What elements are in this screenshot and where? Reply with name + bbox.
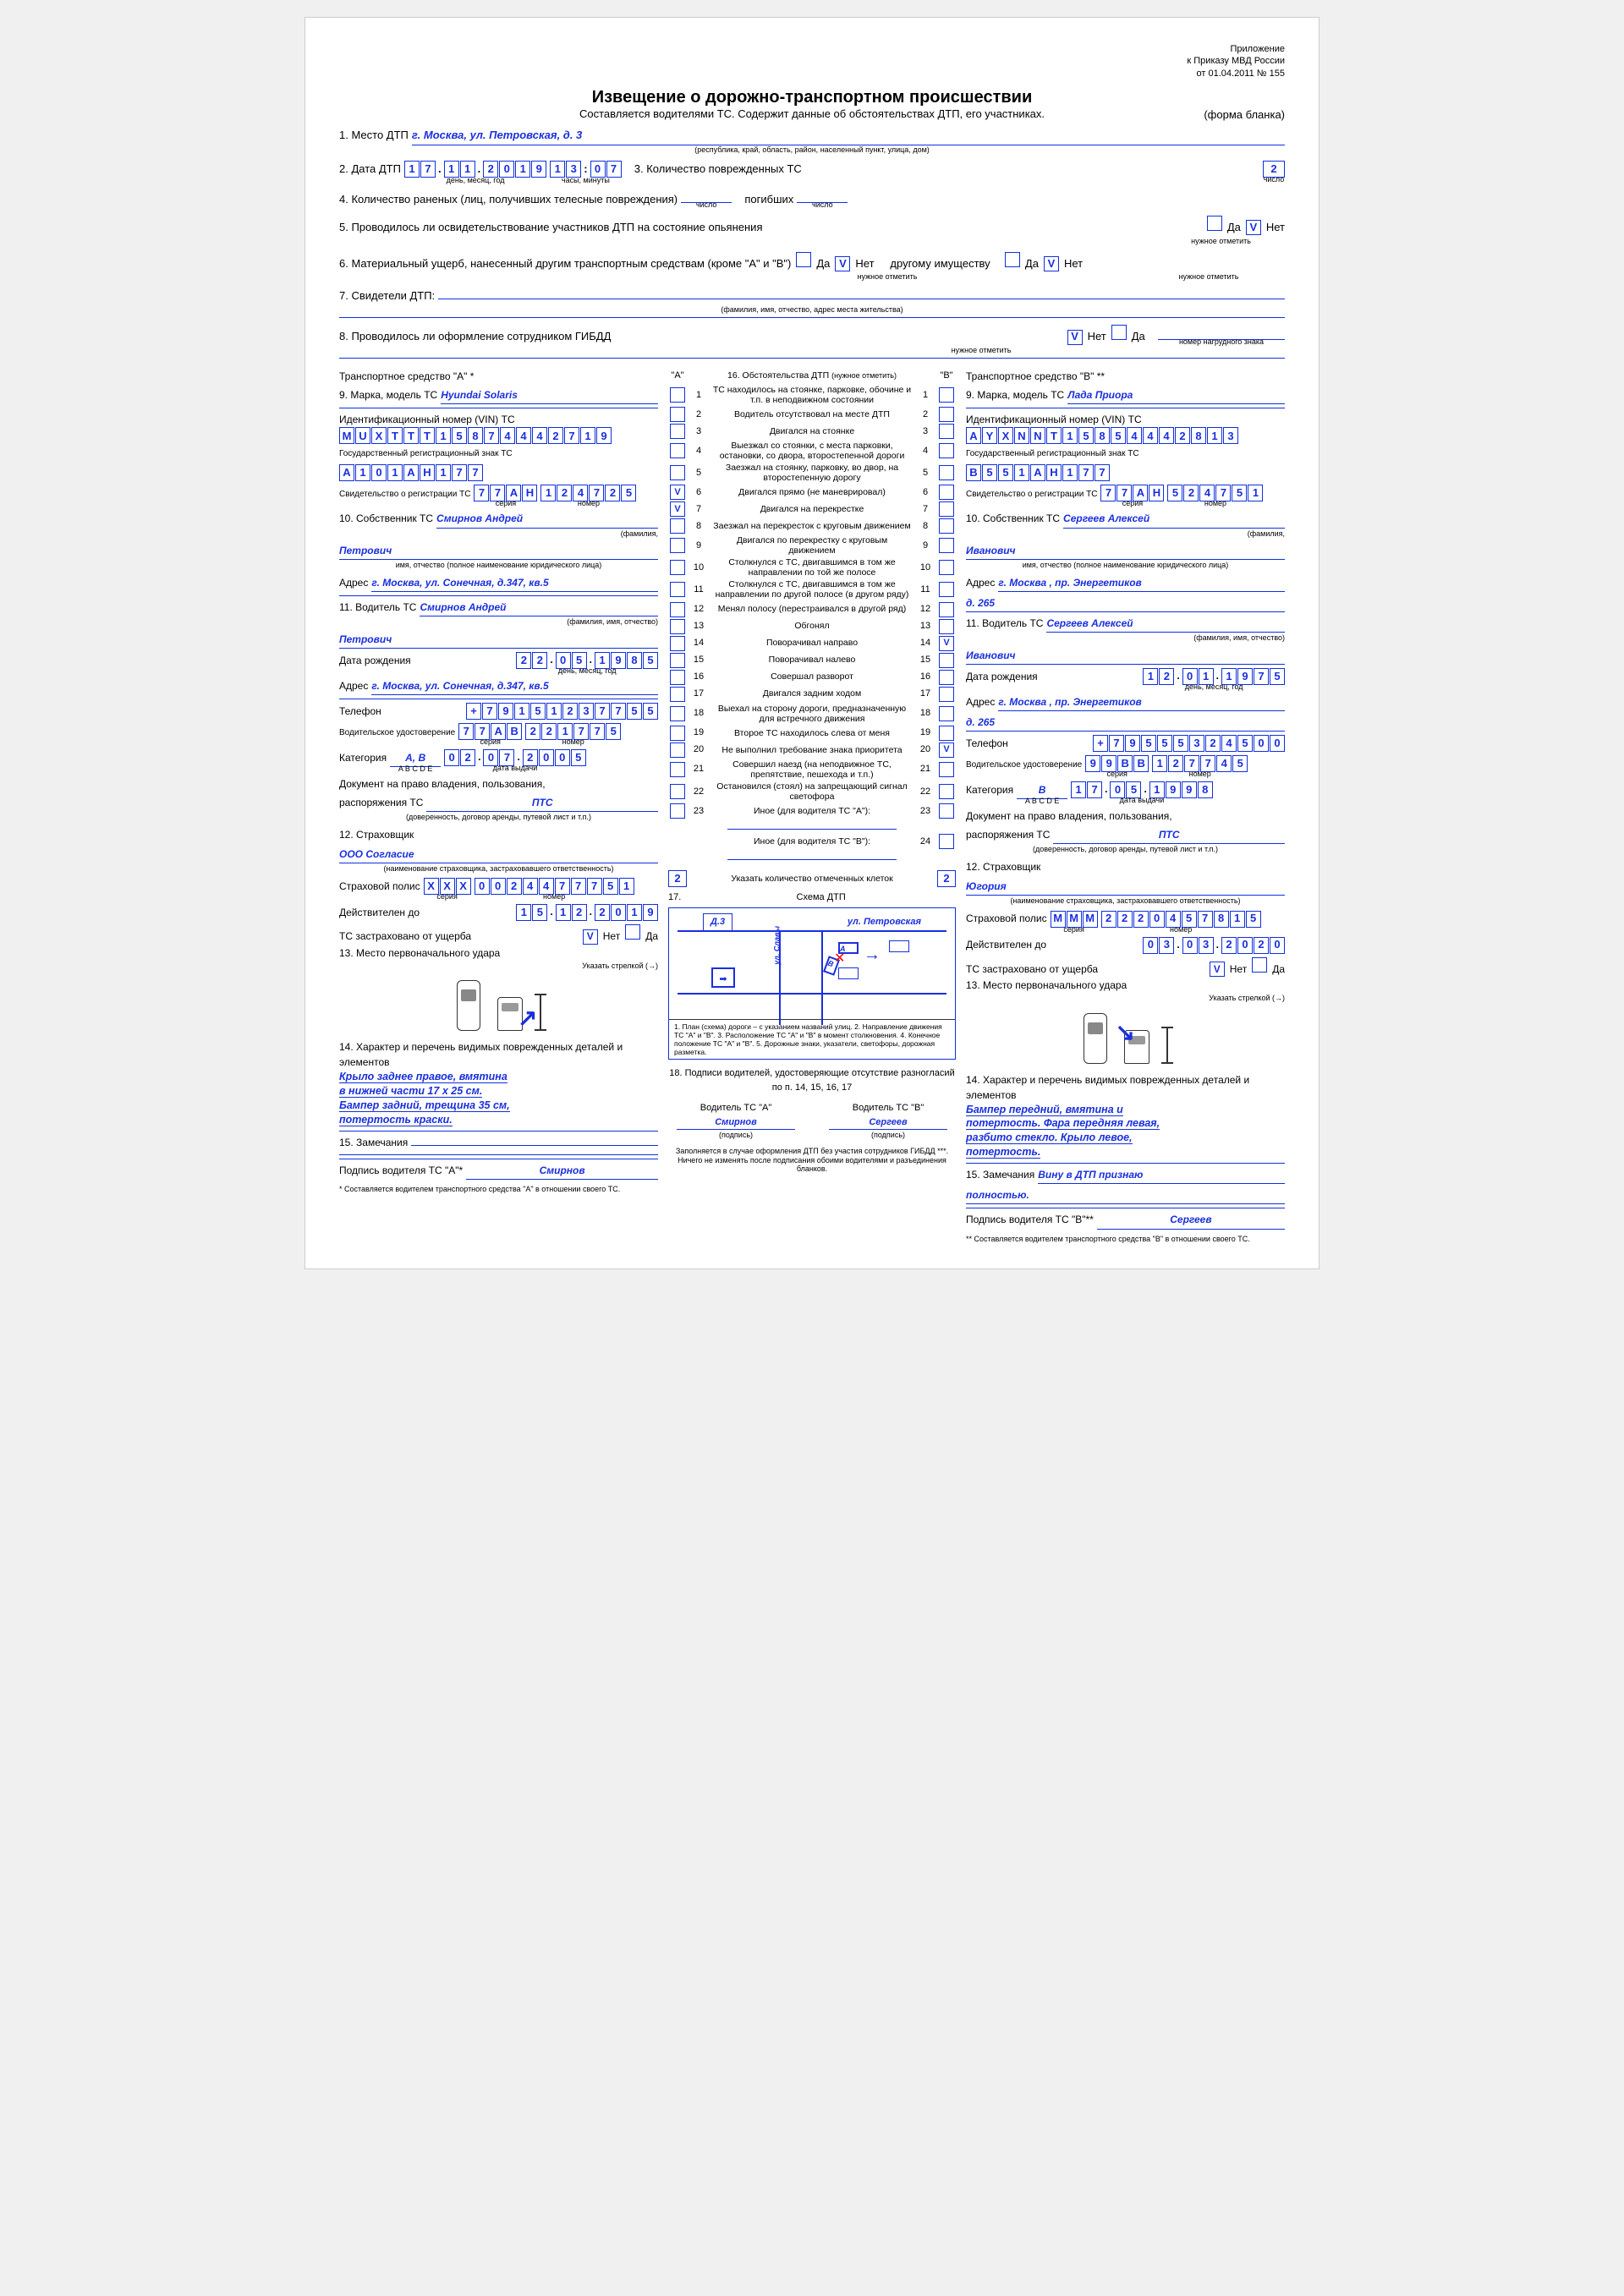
- circ-b-2[interactable]: [939, 407, 954, 422]
- sig-b-center[interactable]: Сергеев: [829, 1115, 947, 1131]
- circ-a-23[interactable]: [670, 803, 685, 819]
- q7-label: 7. Свидетели ДТП:: [339, 288, 435, 305]
- q8-no[interactable]: V: [1067, 330, 1083, 345]
- circ-b-19[interactable]: [939, 726, 954, 741]
- circ-a-16[interactable]: [670, 670, 685, 685]
- annex-l2: к Приказу МВД России: [339, 55, 1285, 67]
- circ-count-b[interactable]: 2: [937, 870, 956, 887]
- circ-count-a[interactable]: 2: [668, 870, 687, 887]
- q1-sub: (республика, край, область, район, насел…: [339, 145, 1285, 154]
- annex-block: Приложение к Приказу МВД России от 01.04…: [339, 43, 1285, 79]
- B-impact-icons: ↘: [966, 1013, 1285, 1064]
- q6-row: 6. Материальный ущерб, нанесенный другим…: [339, 252, 1285, 273]
- q2-label: 2. Дата ДТП: [339, 161, 401, 178]
- circ-b-17[interactable]: [939, 687, 954, 702]
- circ-a-17[interactable]: [670, 687, 685, 702]
- circ-a-22[interactable]: [670, 784, 685, 799]
- scheme-diagram: Д.3 ул. Петровская ул. Славы А В → ➡ ✕ 1…: [668, 907, 956, 1060]
- circ-b-12[interactable]: [939, 602, 954, 617]
- q4-label: 4. Количество раненых (лиц, получивших т…: [339, 191, 678, 209]
- q8-row: 8. Проводилось ли оформление сотрудником…: [339, 325, 1285, 346]
- q1-label: 1. Место ДТП: [339, 127, 409, 145]
- q8-yes[interactable]: [1111, 325, 1127, 340]
- circ-b-3[interactable]: [939, 424, 954, 439]
- circ-b-5[interactable]: [939, 465, 954, 480]
- q4-row: 4. Количество раненых (лиц, получивших т…: [339, 191, 1285, 209]
- circ-a-13[interactable]: [670, 619, 685, 634]
- circ-b-1[interactable]: [939, 387, 954, 403]
- q6-label: 6. Материальный ущерб, нанесенный другим…: [339, 255, 791, 273]
- circ-a-19[interactable]: [670, 726, 685, 741]
- circ-b-4[interactable]: [939, 443, 954, 458]
- q3-label: 3. Количество поврежденных ТС: [634, 161, 802, 178]
- circ-a-15[interactable]: [670, 653, 685, 668]
- circ-a-9[interactable]: [670, 538, 685, 553]
- annex-l1: Приложение: [339, 43, 1285, 55]
- form-note: (форма бланка): [1204, 108, 1285, 121]
- B-vin[interactable]: АYXNNT15854442813: [966, 427, 1238, 444]
- form-page: Приложение к Приказу МВД России от 01.04…: [304, 17, 1320, 1269]
- circ-b-23[interactable]: [939, 803, 954, 819]
- q6-other-yes[interactable]: [1005, 252, 1020, 267]
- circ-a-6[interactable]: V: [670, 485, 685, 500]
- doc-subtitle: Составляется водителями ТС. Содержит дан…: [339, 107, 1285, 120]
- vehicle-a-panel: Транспортное средство "А" * 9. Марка, мо…: [339, 369, 658, 1243]
- circ-b-15[interactable]: [939, 653, 954, 668]
- circ-a-18[interactable]: [670, 706, 685, 721]
- q6-other-no[interactable]: V: [1044, 256, 1059, 271]
- q5-yes[interactable]: [1207, 216, 1222, 231]
- circ-b-7[interactable]: [939, 501, 954, 517]
- annex-l3: от 01.04.2011 № 155: [339, 68, 1285, 79]
- q2-q3-row: 2. Дата ДТП 17.11.2019 день, месяц, год …: [339, 161, 1285, 184]
- circ-a-14[interactable]: [670, 636, 685, 651]
- circumstances-panel: "А" 16. Обстоятельства ДТП (нужное отмет…: [668, 369, 956, 1243]
- q8-label: 8. Проводилось ли оформление сотрудником…: [339, 328, 611, 346]
- circ-a-4[interactable]: [670, 443, 685, 458]
- q7-row: 7. Свидетели ДТП:: [339, 288, 1285, 305]
- A-vin[interactable]: MUXTTT15874442719: [339, 427, 612, 444]
- circ-a-20[interactable]: [670, 743, 685, 758]
- circ-b-11[interactable]: [939, 582, 954, 597]
- circ-a-5[interactable]: [670, 465, 685, 480]
- circ-a-7[interactable]: V: [670, 501, 685, 517]
- q5-no[interactable]: V: [1246, 220, 1261, 235]
- circ-b-13[interactable]: [939, 619, 954, 634]
- q6-yes[interactable]: [796, 252, 811, 267]
- q5-label: 5. Проводилось ли освидетельствование уч…: [339, 219, 763, 237]
- circ-b-8[interactable]: [939, 518, 954, 534]
- q1-row: 1. Место ДТП г. Москва, ул. Петровская, …: [339, 127, 1285, 145]
- circ-a-1[interactable]: [670, 387, 685, 403]
- three-col: Транспортное средство "А" * 9. Марка, мо…: [339, 369, 1285, 1243]
- circ-b-16[interactable]: [939, 670, 954, 685]
- circ-a-21[interactable]: [670, 762, 685, 777]
- circ-b-9[interactable]: [939, 538, 954, 553]
- q1-value[interactable]: г. Москва, ул. Петровская, д. 3: [412, 127, 1285, 145]
- circ-b-18[interactable]: [939, 706, 954, 721]
- vehicle-b-panel: Транспортное средство "В" ** 9. Марка, м…: [966, 369, 1285, 1243]
- circ-a-12[interactable]: [670, 602, 685, 617]
- q5-row: 5. Проводилось ли освидетельствование уч…: [339, 216, 1285, 237]
- circ-a-10[interactable]: [670, 560, 685, 575]
- circ-a-11[interactable]: [670, 582, 685, 597]
- circ-b-24[interactable]: [939, 834, 954, 849]
- sig-a-center[interactable]: Смирнов: [677, 1115, 795, 1131]
- circ-b-6[interactable]: [939, 485, 954, 500]
- circ-b-21[interactable]: [939, 762, 954, 777]
- A-impact-icons: ↗: [339, 980, 658, 1031]
- circ-b-10[interactable]: [939, 560, 954, 575]
- circ-b-20[interactable]: V: [939, 743, 954, 758]
- q6-no[interactable]: V: [835, 256, 850, 271]
- circ-a-8[interactable]: [670, 518, 685, 534]
- circ-b-14[interactable]: V: [939, 636, 954, 651]
- circ-a-3[interactable]: [670, 424, 685, 439]
- circ-b-22[interactable]: [939, 784, 954, 799]
- doc-title: Извещение о дорожно-транспортном происше…: [339, 88, 1285, 107]
- circ-a-2[interactable]: [670, 407, 685, 422]
